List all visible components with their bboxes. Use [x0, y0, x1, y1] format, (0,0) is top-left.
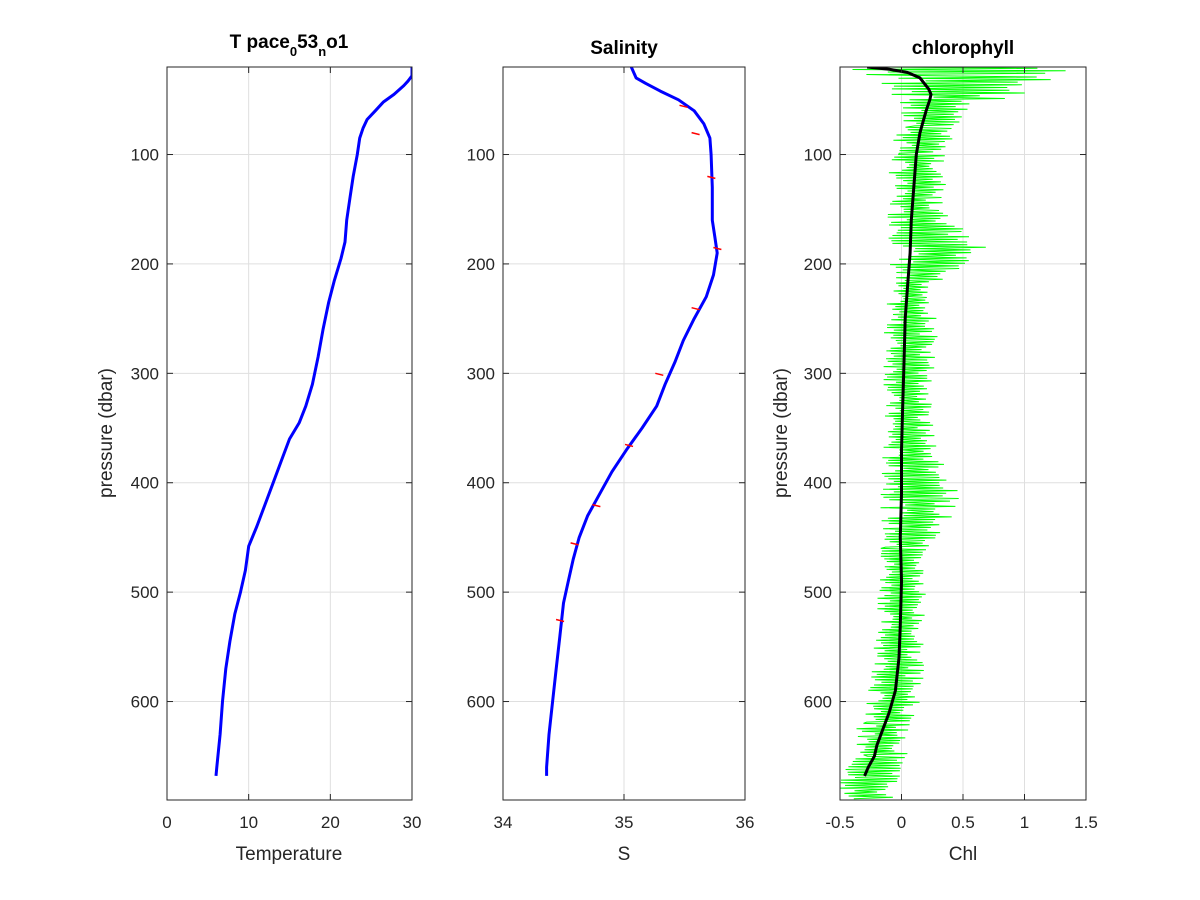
chlorophyll-ytick-label: 300: [804, 364, 832, 383]
salinity-outlier-mark: [592, 503, 601, 508]
salinity-xtick-label: 36: [736, 813, 755, 832]
temperature-xtick-label: 10: [239, 813, 258, 832]
salinity-ytick-label: 100: [467, 146, 495, 165]
salinity-ytick-label: 400: [467, 474, 495, 493]
salinity-ytick-label: 500: [467, 583, 495, 602]
temperature-ytick-label: 500: [131, 583, 159, 602]
temperature-ytick-label: 100: [131, 146, 159, 165]
chlorophyll-xlabel: Chl: [949, 844, 978, 865]
chlorophyll-ytick-label: 500: [804, 583, 832, 602]
panel-temperature: 0 10 20 30 100 200 300 400 500 600 T pace053no1 T…: [96, 32, 421, 865]
temperature-ytick-label: 200: [131, 255, 159, 274]
chlorophyll-ytick-label: 600: [804, 693, 832, 712]
salinity-outlier-mark: [691, 306, 700, 311]
panel-salinity: 34 35 36 100 200 300 400 500 600 Salinity S: [467, 38, 755, 865]
temperature-xlabel: Temperature: [236, 844, 343, 865]
temperature-profile-line: [214, 67, 412, 777]
chlorophyll-plot-area: -0.5 0 0.5 1 1.5 100 200 300 400 500 600: [804, 66, 1098, 832]
salinity-outlier-mark: [691, 131, 700, 136]
salinity-title: Salinity: [590, 38, 658, 59]
salinity-outlier-mark: [570, 542, 579, 546]
temperature-title: T pace053no1: [230, 32, 349, 59]
chlorophyll-ylabel: pressure (dbar): [771, 368, 792, 498]
chlorophyll-band-series: [840, 67, 1066, 800]
salinity-xtick-label: 35: [615, 813, 634, 832]
temperature-xtick-label: 30: [403, 813, 422, 832]
salinity-outlier-mark: [679, 104, 688, 109]
salinity-outlier-mark: [707, 175, 716, 180]
temperature-ytick-label: 600: [131, 693, 159, 712]
chlorophyll-xtick-label: 1.5: [1074, 813, 1098, 832]
salinity-ytick-label: 600: [467, 693, 495, 712]
temperature-ylabel: pressure (dbar): [96, 368, 117, 498]
chlorophyll-ytick-label: 100: [804, 146, 832, 165]
panel-chlorophyll: -0.5 0 0.5 1 1.5 100 200 300 400 500 600 chlorophy…: [771, 38, 1098, 865]
temperature-plot-area: 0 10 20 30 100 200 300 400 500 600: [131, 66, 422, 832]
chlorophyll-xtick-label: 0: [897, 813, 906, 832]
chlorophyll-ytick-label: 400: [804, 474, 832, 493]
salinity-outlier-mark: [655, 372, 664, 377]
salinity-outlier-mark: [713, 246, 722, 251]
salinity-ytick-label: 300: [467, 364, 495, 383]
chlorophyll-xtick-label: 0.5: [951, 813, 975, 832]
salinity-profile-line: [545, 67, 719, 776]
salinity-outlier-mark: [555, 618, 565, 623]
chlorophyll-xtick-label: 1: [1020, 813, 1029, 832]
salinity-plot-area: 34 35 36 100 200 300 400 500 600: [467, 66, 755, 832]
chlorophyll-title: chlorophyll: [912, 38, 1014, 59]
salinity-xtick-label: 34: [494, 813, 513, 832]
chlorophyll-xtick-label: -0.5: [825, 813, 854, 832]
chlorophyll-ytick-label: 200: [804, 255, 832, 274]
temperature-ytick-label: 400: [131, 474, 159, 493]
chlorophyll-profile-line: [863, 67, 933, 777]
salinity-outlier-mark: [624, 443, 634, 448]
temperature-xtick-label: 20: [321, 813, 340, 832]
temperature-ytick-label: 300: [131, 364, 159, 383]
temperature-axes-box: [166, 66, 413, 801]
salinity-ytick-label: 200: [467, 255, 495, 274]
salinity-xlabel: S: [618, 844, 631, 865]
temperature-xtick-label: 0: [162, 813, 171, 832]
